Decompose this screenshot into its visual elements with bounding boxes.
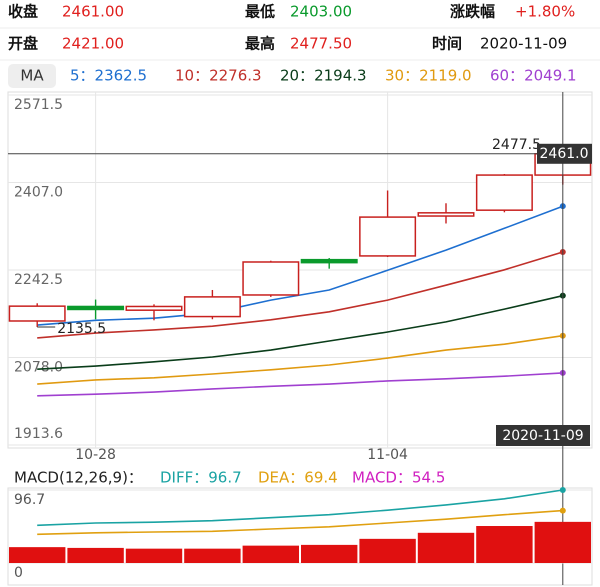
ma-line <box>37 372 563 397</box>
crosshair-date: 2020-11-09 <box>502 428 583 444</box>
quote-label: 最高 <box>245 35 275 53</box>
indicator-label: MA <box>20 67 44 85</box>
legend-entry: DEA：69.4 <box>258 469 338 487</box>
quote-value: 2421.00 <box>62 35 124 53</box>
macd-bar <box>242 545 299 563</box>
quote-value: +1.80% <box>515 3 575 21</box>
macd-bar <box>359 538 416 563</box>
quote-value: 2403.00 <box>290 3 352 21</box>
macd-bar <box>67 547 124 563</box>
candle-body <box>67 305 125 311</box>
macd-end-dot <box>559 507 566 514</box>
crosshair-price: 2461.0 <box>540 146 589 162</box>
quote-value: 2477.50 <box>290 35 352 53</box>
candle-body <box>183 296 241 318</box>
macd-line <box>37 489 563 527</box>
x-tick-label: 10-28 <box>75 447 116 463</box>
y-tick-label: 2407.0 <box>14 185 63 201</box>
candle-body <box>125 305 183 311</box>
y-tick-label: 1913.6 <box>14 426 63 442</box>
macd-bar <box>125 548 183 563</box>
x-tick-label: 11-04 <box>367 447 408 463</box>
macd-bar <box>301 544 358 563</box>
candle-body <box>242 261 300 296</box>
candle-body <box>359 216 417 257</box>
macd-title: MACD(12,26,9)： <box>14 469 143 487</box>
quote-label: 涨跌幅 <box>450 3 495 21</box>
macd-bar <box>534 521 591 563</box>
candle-body <box>8 305 66 322</box>
legend-entry: 20：2194.3 <box>280 67 367 85</box>
ma-line <box>37 334 563 385</box>
quote-label: 收盘 <box>8 3 38 21</box>
quote-label: 开盘 <box>8 35 38 53</box>
candle-body <box>300 258 358 264</box>
y-tick-label: 0 <box>14 565 23 581</box>
legend-entry: 30：2119.0 <box>385 67 472 85</box>
quote-label: 最低 <box>245 3 275 21</box>
quote-value: 2461.00 <box>62 3 124 21</box>
legend-entry: 5：2362.5 <box>70 67 147 85</box>
indicator-tab[interactable] <box>8 64 56 88</box>
ma-line <box>37 205 564 326</box>
y-tick-label: 96.7 <box>14 492 45 508</box>
legend-entry: MACD：54.5 <box>352 469 445 487</box>
candle-body <box>417 212 475 217</box>
legend-entry: 10：2276.3 <box>175 67 262 85</box>
macd-end-dot <box>559 487 566 493</box>
legend-entry: DIFF：96.7 <box>160 469 242 487</box>
quote-value: 2020-11-09 <box>480 35 567 53</box>
macd-bar <box>417 532 475 563</box>
ma-line <box>37 251 564 339</box>
macd-bar <box>476 526 533 563</box>
crosshair-date-box <box>496 425 590 446</box>
legend-entry: 60：2049.1 <box>490 67 577 85</box>
low-marker: 2135.5 <box>57 321 106 337</box>
high-marker: 2477.5 <box>492 137 541 153</box>
macd-line <box>37 509 563 536</box>
candle-body <box>475 174 533 211</box>
macd-frame <box>7 487 593 586</box>
crosshair-price-box <box>537 143 592 164</box>
y-tick-label: 2571.5 <box>14 97 63 113</box>
macd-bar <box>9 547 66 563</box>
macd-bar <box>184 548 241 563</box>
y-tick-label: 2242.5 <box>14 272 63 288</box>
quote-label: 时间 <box>432 35 462 53</box>
y-tick-label: 2078.0 <box>14 360 63 376</box>
ma-line <box>37 294 563 370</box>
